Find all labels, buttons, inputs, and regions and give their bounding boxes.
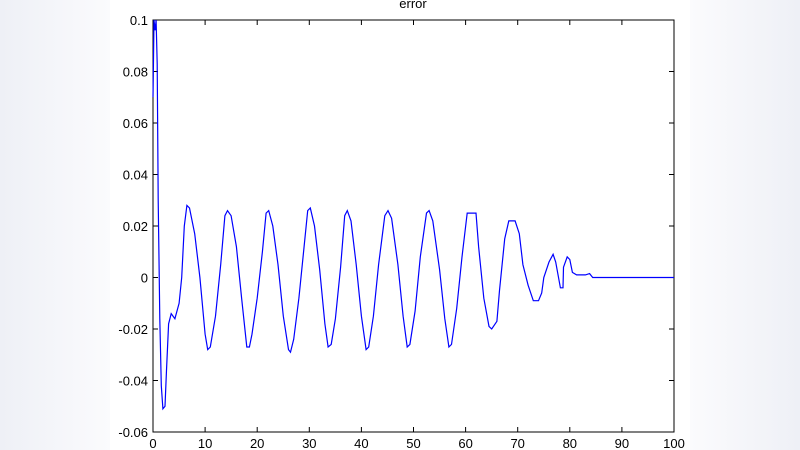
x-tick-label: 40 [354,436,368,450]
y-tick-label: 0.06 [123,116,148,131]
chart-title: error [399,0,427,11]
error-series-line [152,19,674,411]
y-tick-label: 0 [141,271,148,286]
x-tick-label: 20 [250,436,264,450]
x-tick-label: 70 [510,436,524,450]
y-tick-label: -0.04 [118,374,148,389]
y-tick-label: -0.02 [118,322,148,337]
y-tick-label: 0.04 [123,168,148,183]
plot-area [152,19,675,433]
x-tick-label: 50 [406,436,420,450]
x-tick-label: 60 [458,436,472,450]
y-tick-label: 0.02 [123,219,148,234]
left-backdrop [0,0,110,450]
x-tick-label: 0 [149,436,156,450]
x-tick-label: 80 [563,436,577,450]
y-tick-label: 0.08 [123,65,148,80]
x-tick-label: 90 [615,436,629,450]
y-tick-label: -0.06 [118,425,148,440]
right-backdrop [690,0,800,450]
x-tick-label: 100 [663,436,685,450]
x-tick-label: 10 [198,436,212,450]
x-tick-label: 30 [302,436,316,450]
y-tick-label: 0.1 [130,13,148,28]
